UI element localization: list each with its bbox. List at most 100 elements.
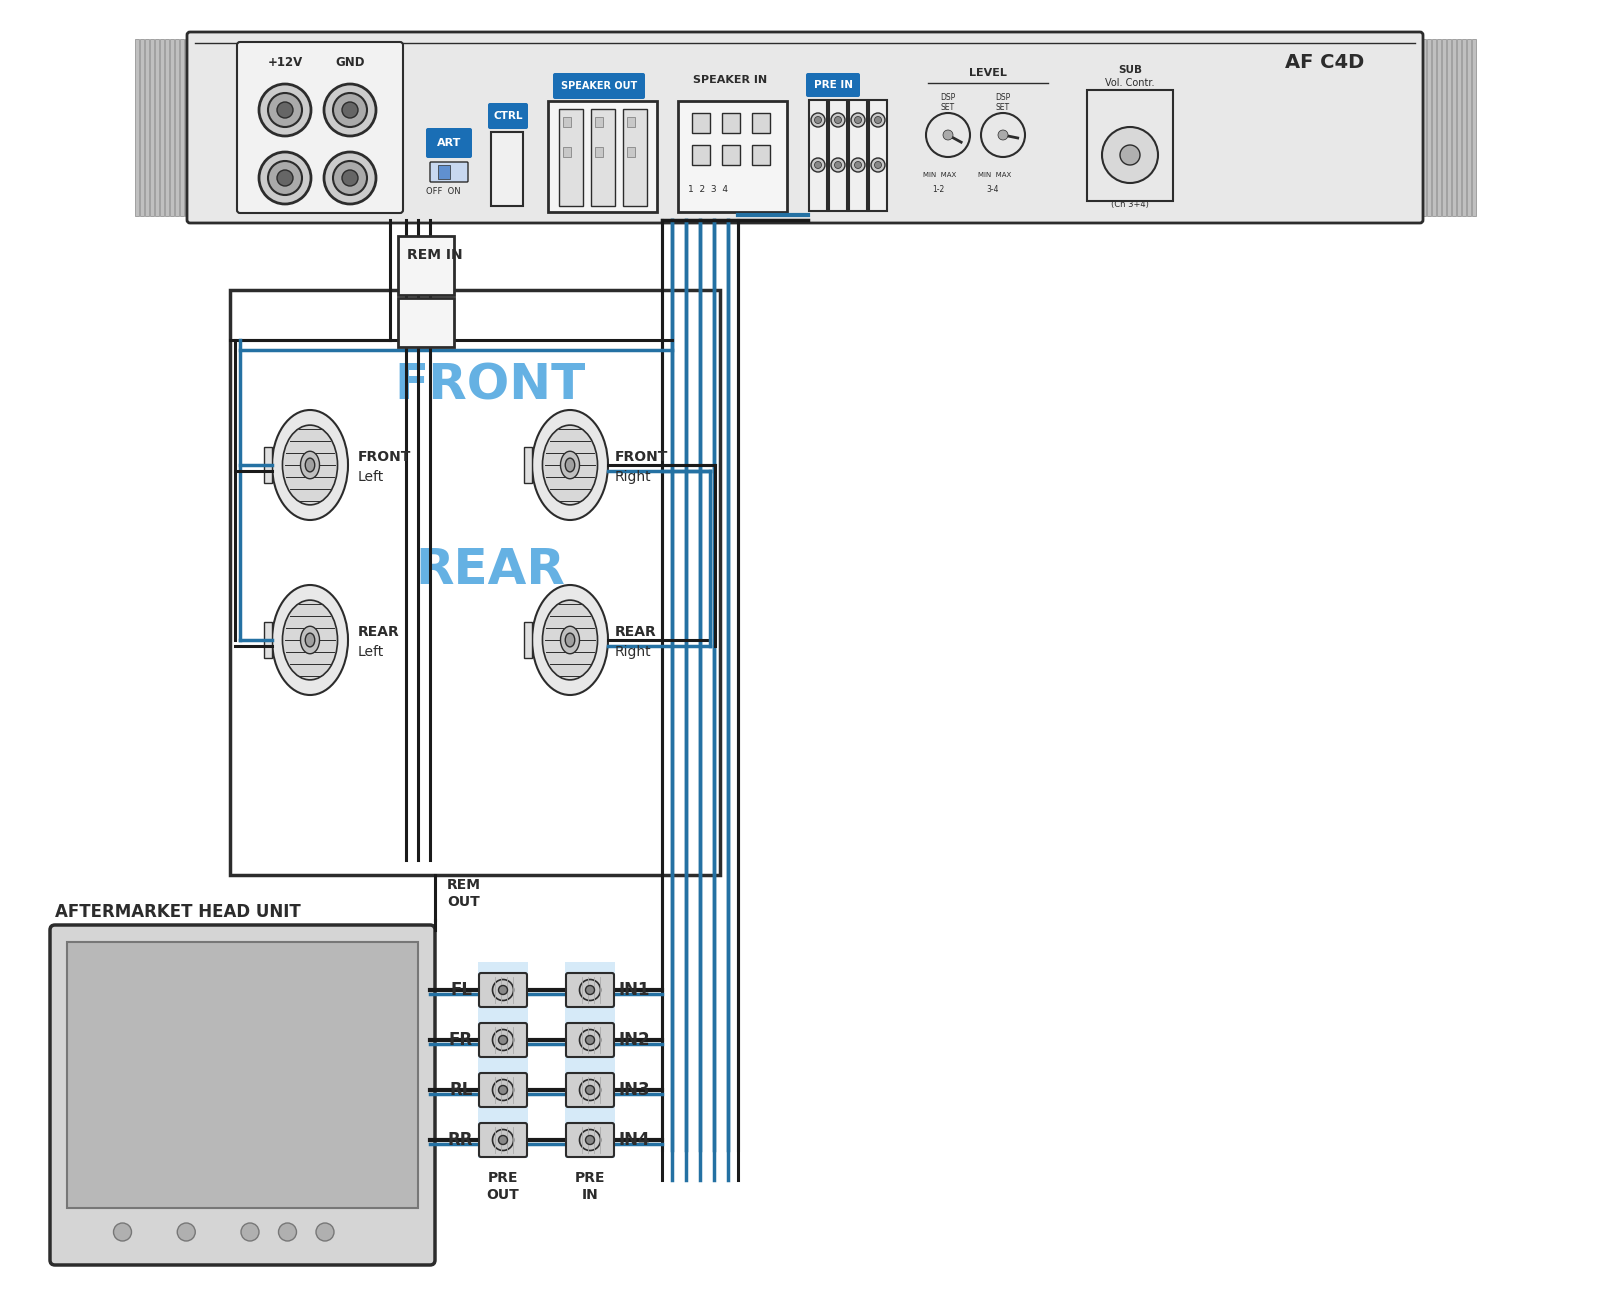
Text: OFF  ON: OFF ON — [426, 187, 461, 196]
Circle shape — [875, 117, 882, 123]
Text: IN2: IN2 — [618, 1031, 650, 1049]
Circle shape — [277, 170, 293, 186]
FancyBboxPatch shape — [398, 298, 454, 347]
Text: CTRL: CTRL — [493, 111, 523, 120]
Circle shape — [278, 1223, 296, 1241]
Text: (Ch 3+4): (Ch 3+4) — [1110, 200, 1149, 209]
Circle shape — [493, 979, 514, 1000]
Ellipse shape — [565, 634, 574, 647]
Bar — [1472, 39, 1475, 216]
Bar — [563, 117, 571, 127]
FancyBboxPatch shape — [566, 973, 614, 1007]
Ellipse shape — [565, 458, 574, 471]
Bar — [627, 117, 635, 127]
Bar — [134, 39, 139, 216]
Circle shape — [998, 130, 1008, 140]
Circle shape — [277, 102, 293, 118]
Circle shape — [1102, 127, 1158, 183]
FancyBboxPatch shape — [678, 101, 787, 212]
FancyBboxPatch shape — [426, 128, 472, 158]
Bar — [691, 145, 710, 165]
Circle shape — [323, 84, 376, 136]
Bar — [1446, 39, 1451, 216]
Circle shape — [342, 102, 358, 118]
Text: +12V: +12V — [267, 56, 302, 69]
Circle shape — [269, 93, 302, 127]
FancyBboxPatch shape — [869, 99, 886, 211]
Ellipse shape — [272, 410, 349, 520]
Bar — [170, 39, 174, 216]
Circle shape — [870, 158, 885, 171]
Circle shape — [835, 161, 842, 169]
Bar — [595, 117, 603, 127]
Text: IN3: IN3 — [618, 1081, 650, 1100]
FancyBboxPatch shape — [622, 109, 646, 206]
Text: RL: RL — [450, 1081, 474, 1100]
Circle shape — [579, 979, 600, 1000]
Circle shape — [579, 1080, 600, 1101]
FancyBboxPatch shape — [566, 1073, 614, 1107]
FancyBboxPatch shape — [850, 99, 867, 211]
Text: DSP
SET: DSP SET — [941, 93, 955, 113]
FancyBboxPatch shape — [478, 1123, 526, 1157]
Circle shape — [499, 1085, 507, 1094]
Bar — [1427, 39, 1430, 216]
Circle shape — [830, 113, 845, 127]
Ellipse shape — [272, 585, 349, 695]
Bar — [174, 39, 179, 216]
Circle shape — [269, 161, 302, 195]
Circle shape — [854, 117, 861, 123]
Ellipse shape — [306, 458, 315, 471]
FancyBboxPatch shape — [1086, 90, 1173, 202]
Circle shape — [851, 158, 866, 171]
Ellipse shape — [301, 626, 320, 653]
Text: AFTERMARKET HEAD UNIT: AFTERMARKET HEAD UNIT — [54, 903, 301, 922]
Text: DSP
SET: DSP SET — [995, 93, 1011, 113]
Text: FRONT: FRONT — [358, 450, 411, 463]
Circle shape — [114, 1223, 131, 1241]
Bar — [595, 147, 603, 157]
Bar — [1453, 39, 1456, 216]
FancyBboxPatch shape — [806, 73, 861, 97]
Ellipse shape — [283, 600, 338, 679]
FancyBboxPatch shape — [547, 101, 658, 212]
Text: 3-4: 3-4 — [987, 186, 1000, 195]
Bar — [752, 113, 770, 134]
Bar — [264, 446, 272, 483]
Circle shape — [493, 1080, 514, 1101]
Ellipse shape — [542, 425, 597, 505]
FancyBboxPatch shape — [478, 973, 526, 1007]
Bar — [627, 147, 635, 157]
Text: IN4: IN4 — [618, 1131, 650, 1149]
Text: GND: GND — [336, 56, 365, 69]
Bar — [1422, 39, 1426, 216]
FancyBboxPatch shape — [590, 109, 614, 206]
Bar — [155, 39, 158, 216]
Bar — [438, 165, 450, 179]
Circle shape — [875, 161, 882, 169]
Circle shape — [242, 1223, 259, 1241]
Circle shape — [586, 1085, 595, 1094]
Text: REM: REM — [446, 878, 482, 891]
Circle shape — [499, 986, 507, 995]
FancyBboxPatch shape — [566, 1123, 614, 1157]
Text: SUB: SUB — [1118, 65, 1142, 75]
Circle shape — [830, 158, 845, 171]
Ellipse shape — [560, 452, 579, 479]
Text: IN1: IN1 — [618, 980, 650, 999]
Bar — [1458, 39, 1461, 216]
Ellipse shape — [542, 600, 597, 679]
Ellipse shape — [531, 585, 608, 695]
Circle shape — [333, 161, 366, 195]
Bar — [230, 291, 720, 874]
Text: FRONT: FRONT — [394, 361, 586, 408]
Circle shape — [178, 1223, 195, 1241]
Bar — [1437, 39, 1442, 216]
FancyBboxPatch shape — [491, 132, 523, 206]
Text: REAR: REAR — [614, 624, 656, 639]
Text: IN: IN — [582, 1189, 598, 1202]
Text: OUT: OUT — [486, 1189, 520, 1202]
Text: PRE: PRE — [488, 1172, 518, 1185]
Bar — [179, 39, 184, 216]
FancyBboxPatch shape — [810, 99, 827, 211]
